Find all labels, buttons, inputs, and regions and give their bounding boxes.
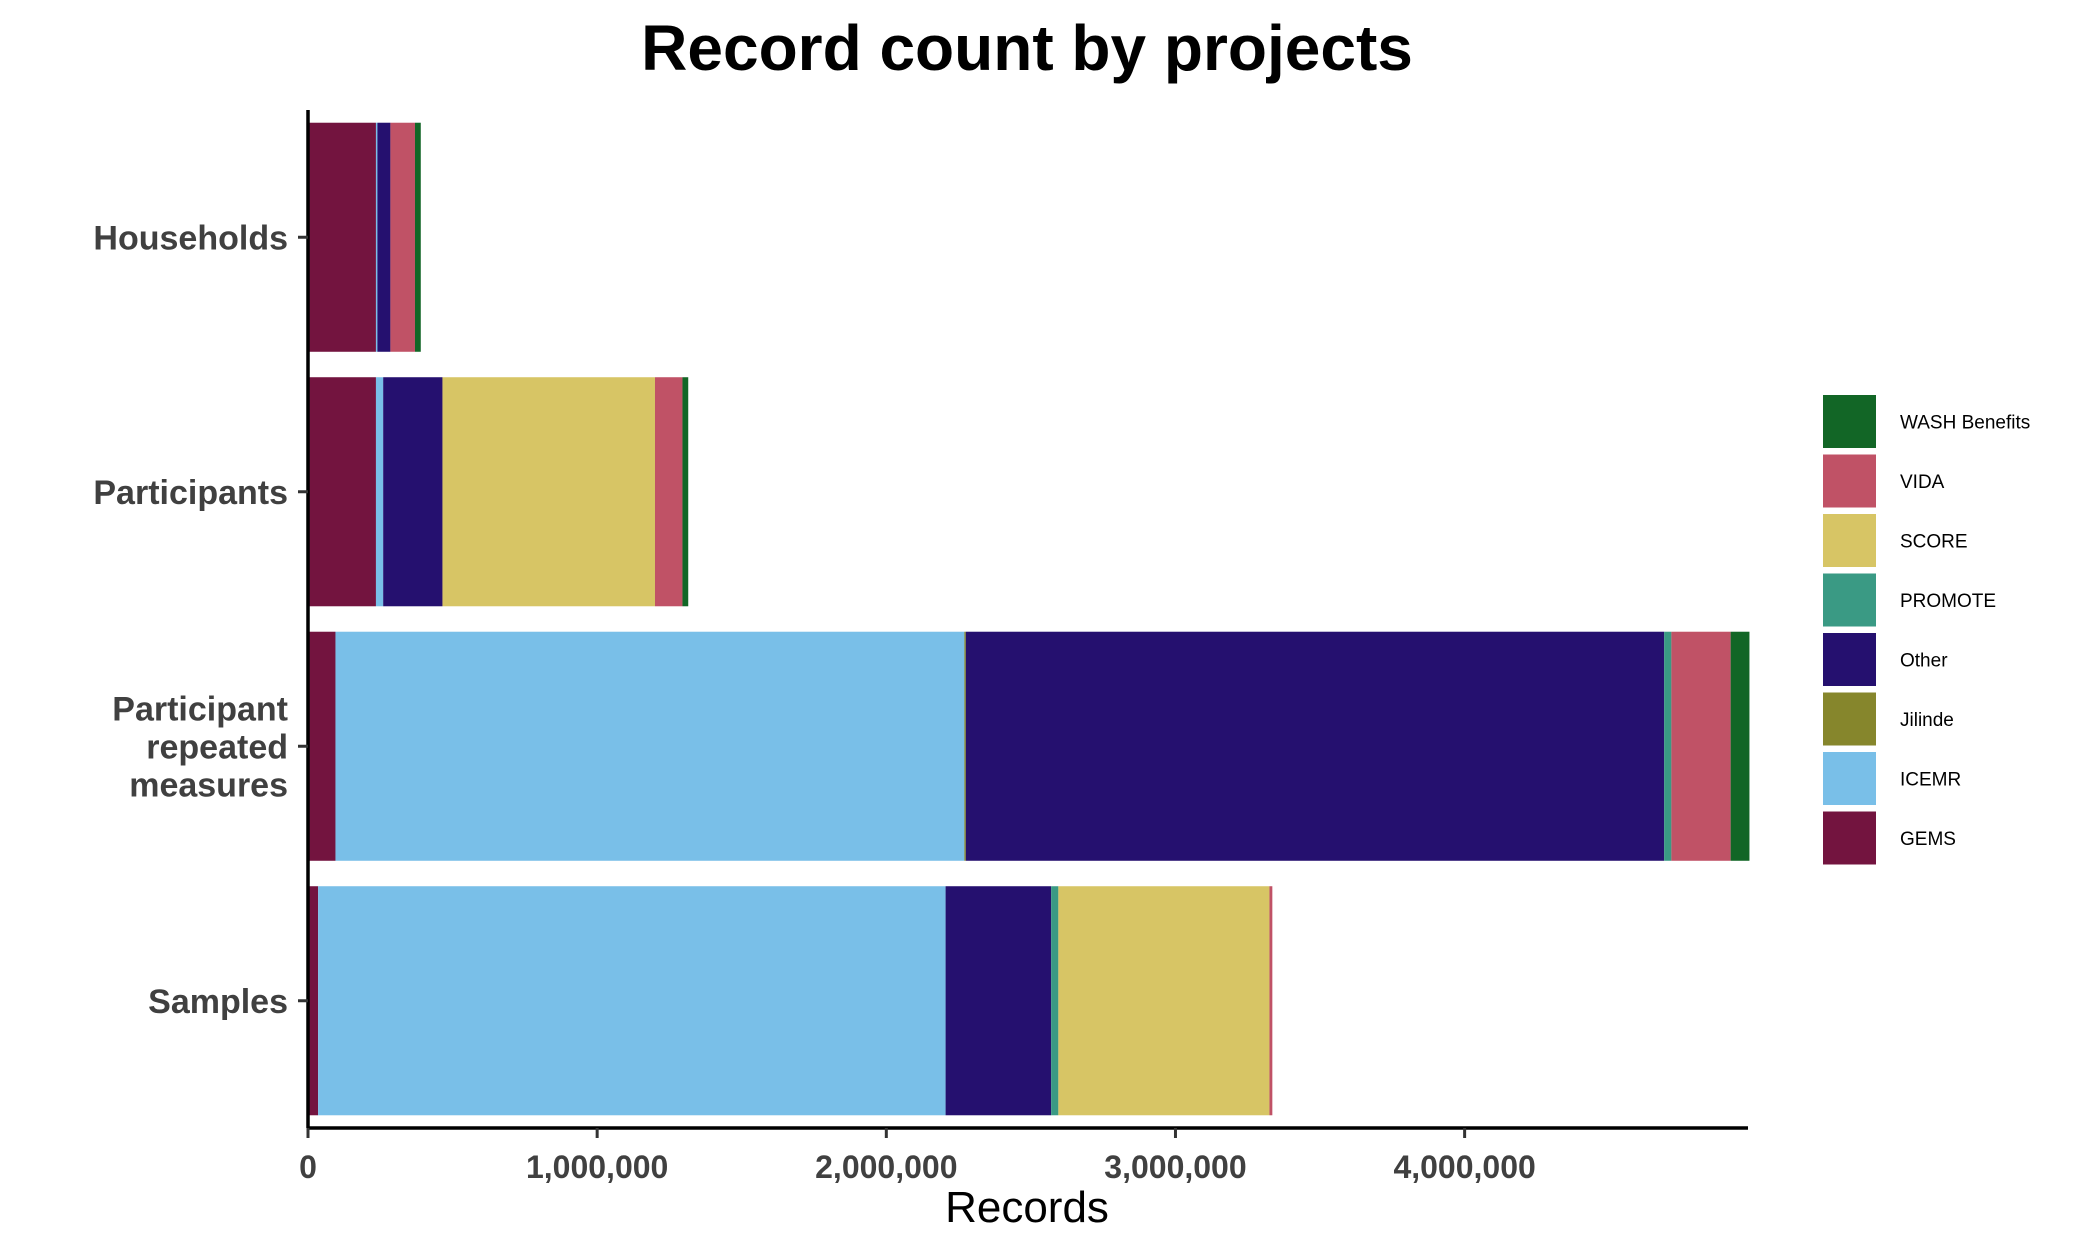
- y-tick-label: Households: [93, 219, 288, 257]
- bar-participant-repeated-measures-gems: [308, 631, 336, 861]
- x-tick-label: 2,000,000: [815, 1149, 957, 1185]
- x-tick-label: 1,000,000: [526, 1149, 668, 1185]
- bar-participants-gems: [308, 377, 376, 607]
- bar-participant-repeated-measures-jilinde: [964, 631, 966, 861]
- legend-label-gems: GEMS: [1900, 829, 1956, 850]
- legend-swatch-icemr: [1823, 752, 1876, 805]
- x-tick-label: 4,000,000: [1393, 1149, 1535, 1185]
- legend-swatch-score: [1823, 514, 1876, 567]
- bar-households-icemr: [375, 122, 378, 352]
- bar-samples-gems: [308, 886, 319, 1116]
- legend-swatch-promote: [1823, 573, 1876, 627]
- legend-swatch-gems: [1823, 811, 1876, 865]
- chart-title: Record count by projects: [641, 12, 1413, 84]
- bar-samples-other: [945, 886, 1052, 1116]
- x-axis-label: Records: [945, 1183, 1109, 1232]
- bar-participants-wash-benefits: [682, 377, 689, 607]
- bar-households-other: [377, 122, 391, 352]
- y-axis-ticks: Households Participants Participant repeate…: [93, 219, 308, 1021]
- bar-participant-repeated-measures-wash-benefits: [1730, 631, 1750, 861]
- legend-swatch-jilinde: [1823, 692, 1876, 746]
- legend-label-score: SCORE: [1900, 532, 1968, 553]
- bar-participants-vida: [654, 377, 683, 607]
- bar-households-vida: [390, 122, 415, 352]
- legend-label-vida: VIDA: [1900, 472, 1945, 493]
- bar-samples-promote: [1051, 886, 1059, 1116]
- legend-label-jilinde: Jilinde: [1900, 710, 1954, 731]
- y-tick-label: Participant repeated measures: [112, 690, 288, 804]
- x-tick-label: 0: [299, 1149, 317, 1185]
- x-axis-ticks: 0 1,000,000 2,000,000 3,000,000 4,000,000: [299, 1128, 1536, 1185]
- bar-samples-score: [1058, 886, 1270, 1116]
- bar-participants-icemr: [375, 377, 384, 607]
- axes-layer: [306, 110, 1748, 1130]
- bars-layer: [308, 122, 1750, 1116]
- bar-samples-icemr: [318, 886, 946, 1116]
- legend-swatch-other: [1823, 633, 1876, 686]
- legend-label-icemr: ICEMR: [1900, 770, 1961, 791]
- bar-participant-repeated-measures-vida: [1671, 631, 1731, 861]
- legend-label-promote: PROMOTE: [1900, 591, 1996, 612]
- bar-households-gems: [308, 122, 376, 352]
- bar-participants-score: [442, 377, 655, 607]
- bar-participant-repeated-measures-promote: [1664, 631, 1672, 861]
- bar-participant-repeated-measures-other: [965, 631, 1665, 861]
- legend-label-other: Other: [1900, 651, 1948, 672]
- bar-samples-vida: [1269, 886, 1273, 1116]
- x-tick-label: 3,000,000: [1104, 1149, 1246, 1185]
- y-tick-label: Participants: [93, 474, 288, 512]
- bar-participant-repeated-measures-icemr: [335, 631, 965, 861]
- legend-swatch-vida: [1823, 454, 1876, 508]
- bar-households-wash-benefits: [414, 122, 421, 352]
- legend-swatch-wash-benefits: [1823, 395, 1876, 448]
- legend: WASH Benefits VIDA SCORE PROMOTE Other Jilind…: [1823, 395, 2030, 865]
- y-tick-label: Samples: [148, 983, 288, 1021]
- legend-label-wash-benefits: WASH Benefits: [1900, 413, 2030, 434]
- bar-participants-other: [383, 377, 443, 607]
